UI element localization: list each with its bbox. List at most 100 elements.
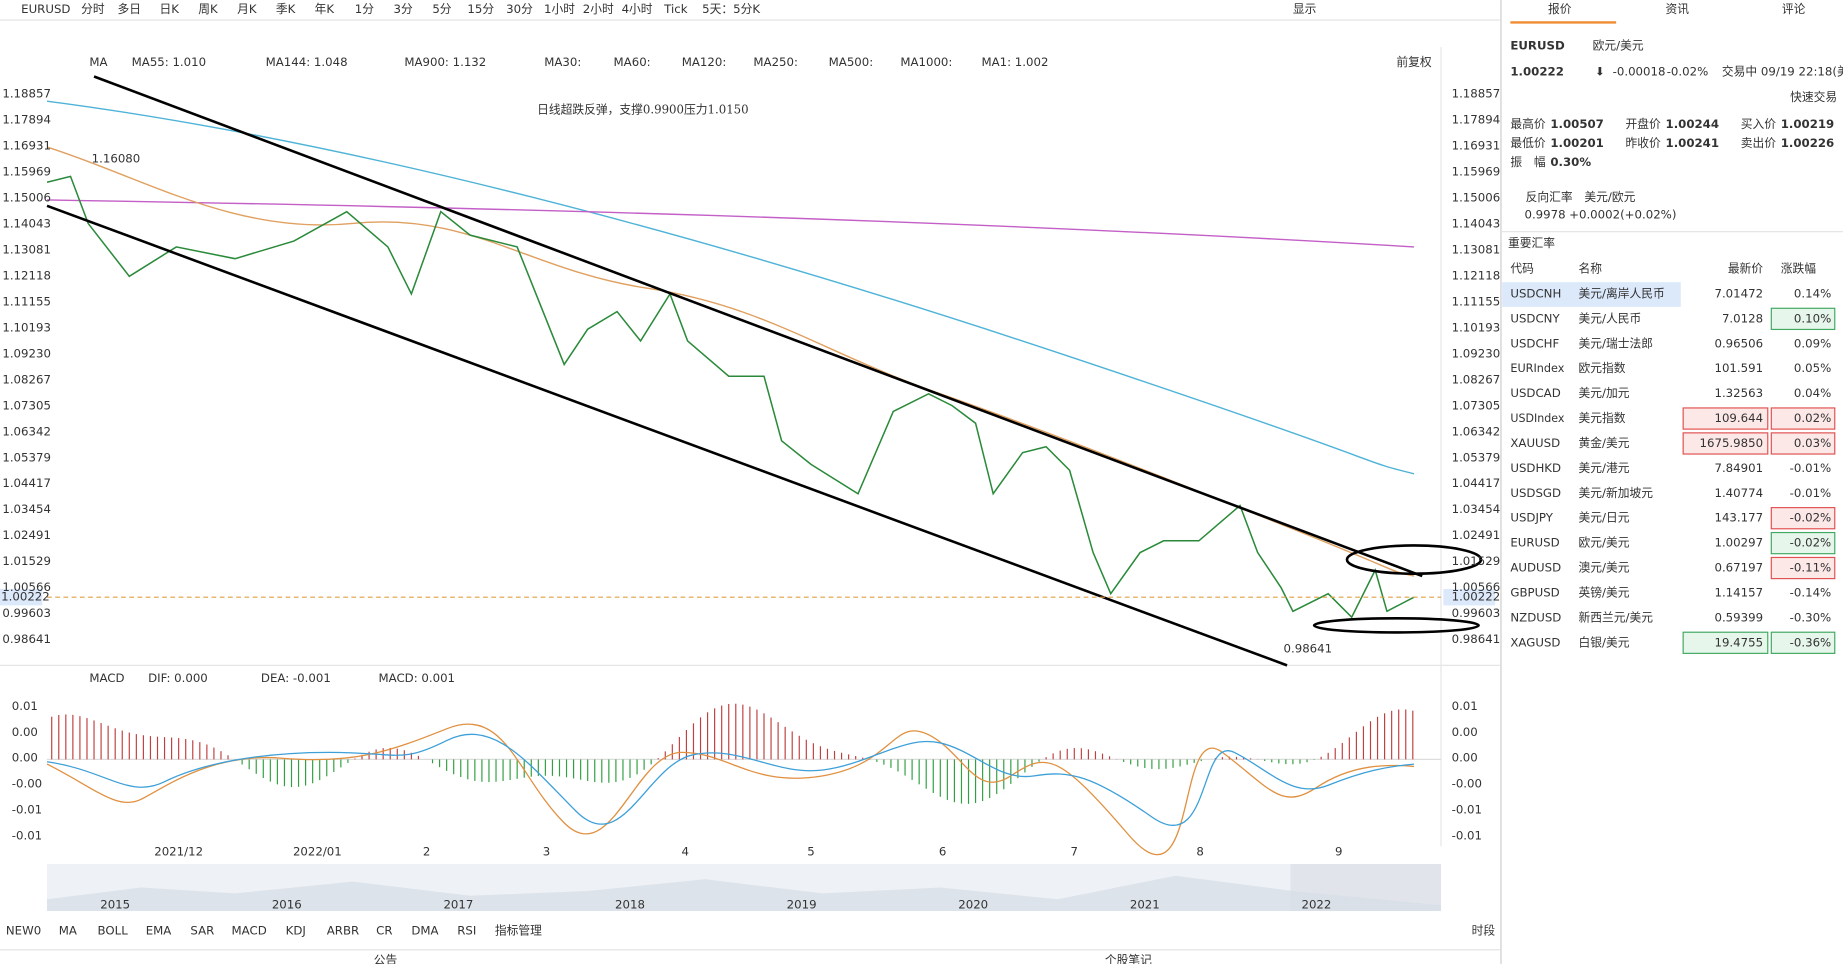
period-button[interactable]: 5天：5分K: [702, 2, 760, 16]
price-label-right: 1.14043: [1452, 217, 1501, 231]
price-label-right: 1.03454: [1452, 502, 1501, 516]
price-box: [1682, 432, 1769, 455]
date-label: 2: [423, 845, 430, 859]
year-label: 2015: [100, 898, 130, 912]
row-code: NZDUSD: [1510, 610, 1561, 624]
price-label-left: 1.06342: [2, 424, 51, 438]
year-label: 2021: [1130, 898, 1160, 912]
price-label-left: 1.15969: [2, 165, 51, 179]
period-button[interactable]: 1小时: [544, 2, 575, 16]
reverse-label: 反向汇率: [1526, 190, 1573, 204]
price-label-left: 1.15006: [2, 191, 51, 205]
row-name: 美元/加元: [1579, 386, 1630, 400]
macd-label-right: 0.00: [1452, 725, 1478, 739]
current-price-left: 1.00222: [1, 590, 50, 604]
period-button[interactable]: 季K: [276, 2, 296, 16]
price-label-left: 1.13081: [2, 242, 51, 256]
macd-label-right: 0.01: [1452, 699, 1478, 713]
period-button[interactable]: 3分: [394, 2, 413, 16]
stat-value: 1.00226: [1781, 136, 1835, 150]
price-label-right: 1.10193: [1452, 320, 1501, 334]
price-label-right: 0.98641: [1452, 632, 1501, 646]
period-button[interactable]: 5分: [432, 2, 451, 16]
table-header: 最新价: [1728, 262, 1764, 276]
macd-label-left: 0.00: [12, 751, 38, 765]
adjust-button[interactable]: 前复权: [1396, 55, 1431, 69]
row-pct: -0.11%: [1790, 561, 1832, 575]
row-code: USDSGD: [1510, 486, 1561, 500]
row-code: USDJPY: [1510, 511, 1553, 525]
price-label-left: 1.14043: [2, 217, 51, 231]
period-button[interactable]: 1分: [355, 2, 374, 16]
row-pct: -0.14%: [1790, 585, 1832, 599]
indicator-button[interactable]: SAR: [190, 923, 214, 937]
indicator-button[interactable]: MACD: [232, 923, 267, 937]
price-label-right: 1.05379: [1452, 450, 1501, 464]
panel-tab[interactable]: 评论: [1782, 2, 1806, 16]
panel-tab[interactable]: 资讯: [1666, 2, 1690, 16]
indicator-button[interactable]: 指标管理: [495, 923, 542, 937]
price-label-left: 1.18857: [2, 87, 51, 101]
period-button[interactable]: 2小时: [583, 2, 614, 16]
price-label-right: 1.02491: [1452, 528, 1501, 542]
indicator-button[interactable]: DMA: [411, 923, 438, 937]
pct-box: [1770, 507, 1836, 530]
bottom-tab[interactable]: 个股笔记: [1105, 953, 1152, 964]
indicator-button[interactable]: EMA: [146, 923, 172, 937]
indicator-button[interactable]: RSI: [457, 923, 476, 937]
indicator-button[interactable]: NEW0: [6, 923, 41, 937]
quote-change: -0.00018: [1613, 64, 1666, 78]
indicator-button[interactable]: BOLL: [98, 923, 129, 937]
ma-legend: MA1: 1.002: [981, 55, 1048, 69]
row-code: USDCNH: [1510, 286, 1561, 300]
macd-legend: DEA: -0.001: [261, 671, 331, 685]
row-code: USDIndex: [1510, 411, 1564, 425]
quick-trade-button[interactable]: 快速交易: [1790, 90, 1837, 104]
period-button[interactable]: 月K: [237, 2, 257, 16]
period-button[interactable]: 周K: [198, 2, 218, 16]
row-pct: 0.04%: [1794, 386, 1831, 400]
price-label-right: 1.12118: [1452, 268, 1501, 282]
support-ellipse: [1312, 617, 1480, 634]
ma55-line: [46, 146, 1415, 577]
indicator-button[interactable]: MA: [59, 923, 77, 937]
stat-label: 昨收价: [1626, 136, 1662, 150]
period-button[interactable]: 时段: [1472, 923, 1496, 937]
period-button[interactable]: 多日: [118, 2, 142, 16]
price-label-left: 1.10193: [2, 320, 51, 334]
bottom-tab[interactable]: 公告: [374, 953, 398, 964]
display-button[interactable]: 显示: [1293, 2, 1317, 16]
period-button[interactable]: 15分: [467, 2, 494, 16]
row-code: USDCNY: [1510, 311, 1560, 325]
period-button[interactable]: 年K: [315, 2, 335, 16]
stat-value: 1.00219: [1781, 117, 1835, 131]
price-label-right: 1.09230: [1452, 346, 1501, 360]
period-button[interactable]: 分时: [81, 2, 105, 16]
row-pct: -0.01%: [1790, 461, 1832, 475]
ma-legend: MA55: 1.010: [132, 55, 206, 69]
dif-line: [46, 723, 1415, 855]
indicator-button[interactable]: ARBR: [327, 923, 359, 937]
ma-legend: MA1000:: [900, 55, 952, 69]
current-price-box: [1443, 588, 1496, 606]
quote-price: 1.00222: [1510, 64, 1564, 78]
row-price: 1.14157: [1714, 585, 1763, 599]
row-code: EURIndex: [1510, 361, 1564, 375]
indicator-button[interactable]: KDJ: [286, 923, 306, 937]
price-label-left: 0.99603: [2, 606, 51, 620]
indicator-button[interactable]: CR: [376, 923, 392, 937]
period-button[interactable]: 30分: [506, 2, 533, 16]
ma-legend: MA60:: [614, 55, 651, 69]
period-button[interactable]: 日K: [160, 2, 180, 16]
low-label: 0.98641: [1284, 641, 1333, 655]
high-label: 1.16080: [92, 151, 141, 165]
row-pct: -0.02%: [1790, 536, 1832, 550]
macd-label-left: -0.01: [12, 802, 42, 816]
year-label: 2022: [1301, 898, 1331, 912]
panel-tab[interactable]: 报价: [1548, 2, 1572, 16]
period-button[interactable]: Tick: [663, 2, 688, 16]
dea-line: [46, 733, 1415, 826]
period-button[interactable]: 4小时: [622, 2, 653, 16]
row-name: 欧元/美元: [1579, 536, 1630, 550]
